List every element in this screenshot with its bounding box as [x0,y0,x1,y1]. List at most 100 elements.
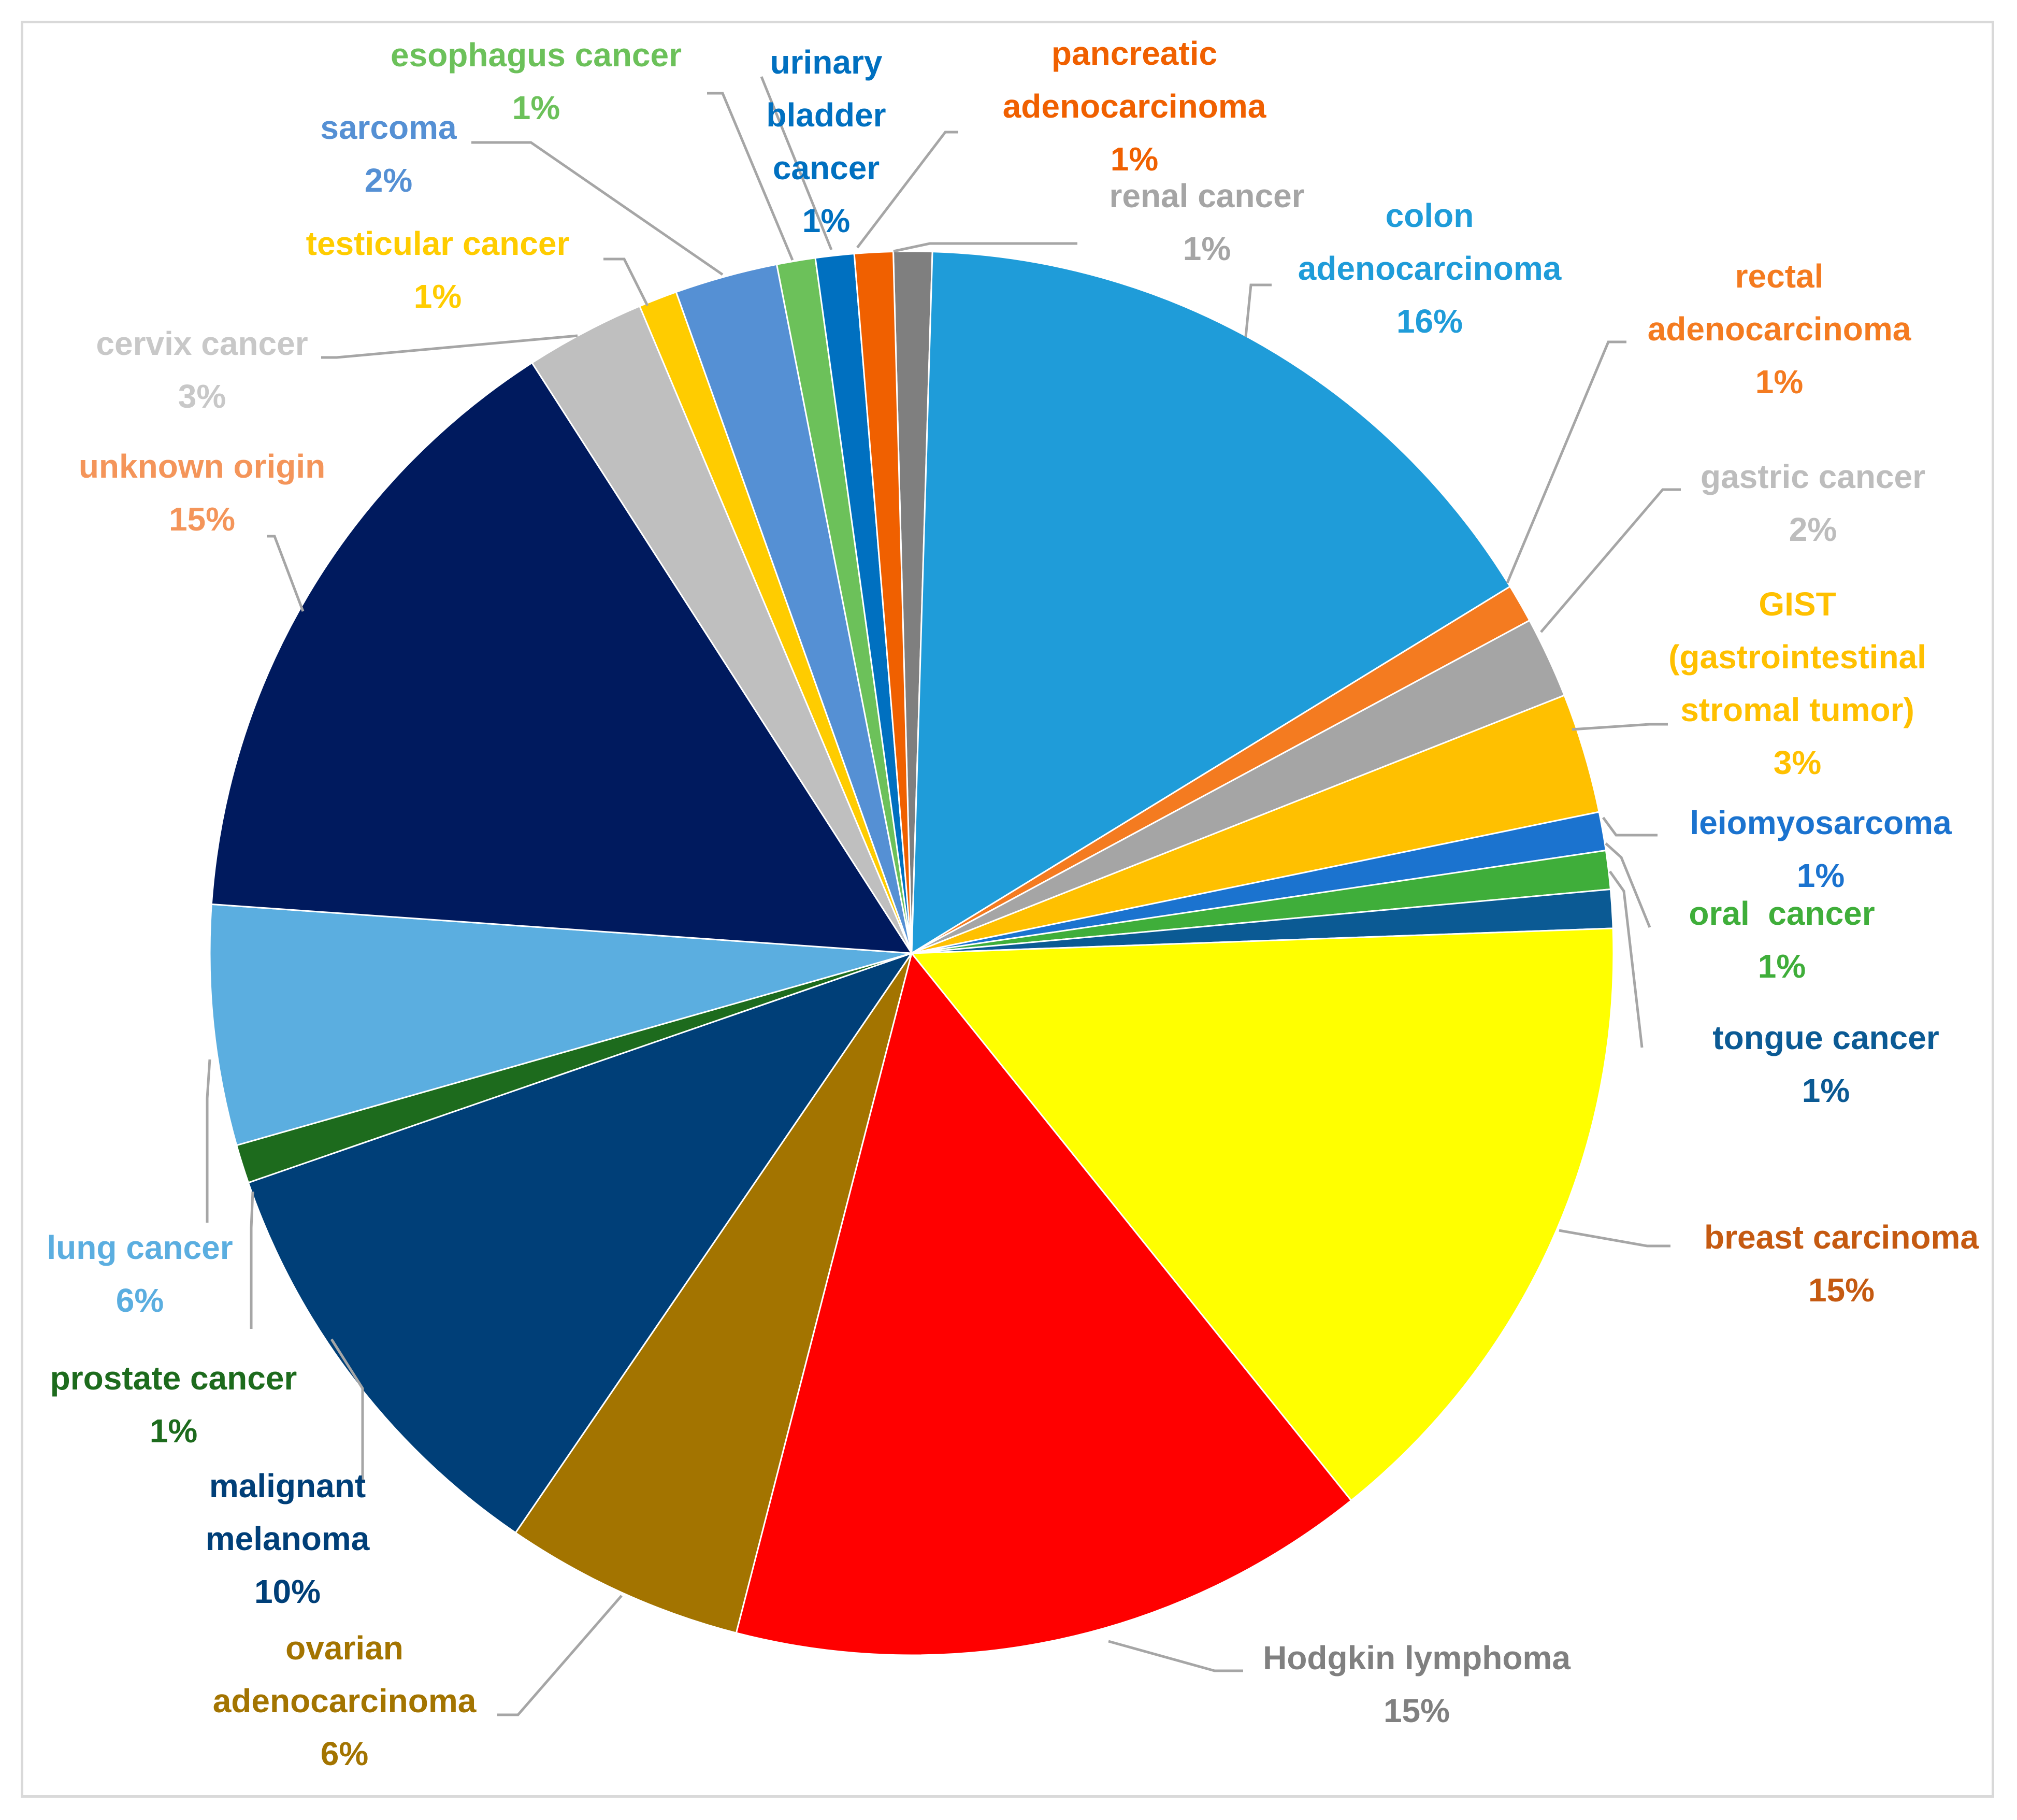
label-pancreatic-adenocarcinoma: pancreatic adenocarcinoma 1% [1003,35,1266,178]
leader-line-sarcoma [471,141,724,276]
label-line: urinary [770,44,883,81]
leader-lines [206,76,1681,1716]
label-percent: 1% [1183,230,1231,267]
label-tongue-cancer: tongue cancer 1% [1712,1019,1939,1109]
label-oral-cancer: oral cancer 1% [1689,895,1875,985]
label-line: Hodgkin lymphoma [1263,1639,1571,1676]
label-line: sarcoma [320,109,457,146]
leader-line-rectal-adenocarcinoma [1506,340,1626,583]
label-percent: 1% [414,278,462,315]
slice-colon-adenocarcinoma [911,251,1511,955]
label-line: unknown origin [79,448,325,485]
label-testicular-cancer: testicular cancer 1% [306,225,570,315]
label-percent: 2% [1789,511,1837,548]
slice-labels: renal cancer 1%colon adenocarcinoma 16%rect… [47,35,1979,1772]
label-percent: 1% [150,1412,198,1450]
leader-line-lung-cancer [206,1059,211,1223]
label-percent: 1% [1111,140,1159,178]
leader-line-gist-gastrointestinal-stromal-tumor [1572,723,1668,731]
label-percent: 6% [116,1282,164,1319]
label-lung-cancer: lung cancer 6% [47,1229,233,1319]
label-line: testicular cancer [306,225,570,262]
label-line: colon [1386,197,1474,234]
label-colon-adenocarcinoma: colon adenocarcinoma 16% [1298,197,1562,340]
label-line: adenocarcinoma [1003,88,1266,125]
label-leiomyosarcoma: leiomyosarcoma 1% [1690,804,1952,894]
leader-line-leiomyosarcoma [1602,816,1658,837]
slice-ovarian-adenocarcinoma [514,953,913,1634]
label-line: renal cancer [1109,177,1304,214]
label-line: GIST [1759,585,1836,623]
label-urinary-bladder-cancer: urinary bladder cancer 1% [766,44,886,239]
label-percent: 1% [1755,363,1804,400]
leader-line-breast-carcinoma [1559,1229,1670,1248]
label-sarcoma: sarcoma 2% [320,109,457,199]
label-hodgkin-lymphoma: Hodgkin lymphoma 15% [1263,1639,1571,1729]
label-line: adenocarcinoma [213,1682,477,1719]
label-line: tongue cancer [1712,1019,1939,1056]
leader-line-gastric-cancer [1540,488,1681,633]
label-percent: 3% [1774,744,1822,781]
label-percent: 10% [254,1573,321,1610]
label-percent: 15% [1384,1692,1450,1729]
label-percent: 1% [1758,948,1806,985]
label-percent: 1% [512,89,560,126]
label-rectal-adenocarcinoma: rectal adenocarcinoma 1% [1648,257,1911,400]
leader-line-unknown-origin [267,535,305,612]
label-line: leiomyosarcoma [1690,804,1952,841]
leader-line-tongue-cancer [1608,870,1644,1048]
label-unknown-origin: unknown origin 15% [79,448,325,538]
label-line: (gastrointestinal [1668,638,1926,676]
label-esophagus-cancer: esophagus cancer 1% [391,36,682,126]
label-percent: 16% [1396,303,1463,340]
slice-pancreatic-adenocarcinoma [853,250,913,954]
label-line: adenocarcinoma [1648,310,1911,348]
leader-line-ovarian-adenocarcinoma [497,1595,623,1716]
label-gist-gastrointestinal-stromal-tumor: GIST (gastrointestinal stromal tumor) 3% [1668,585,1926,781]
label-percent: 2% [365,162,413,199]
label-percent: 15% [169,500,235,538]
label-line: breast carcinoma [1704,1219,1979,1256]
label-prostate-cancer: prostate cancer 1% [50,1359,297,1450]
pie-slices [209,250,1615,1656]
leader-line-esophagus-cancer [707,92,794,261]
label-percent: 15% [1808,1271,1875,1309]
label-cervix-cancer: cervix cancer 3% [96,325,308,415]
label-percent: 1% [1797,857,1845,894]
label-line: malignant [209,1467,366,1504]
leader-line-renal-cancer [893,242,1077,253]
slice-malignant-melanoma [247,952,914,1534]
leader-line-pancreatic-adenocarcinoma [856,131,958,249]
label-line: bladder [766,96,886,134]
leader-line-colon-adenocarcinoma [1244,283,1272,337]
label-line: cervix cancer [96,325,308,362]
label-line: oral cancer [1689,895,1875,932]
label-breast-carcinoma: breast carcinoma 15% [1704,1219,1979,1309]
slice-unknown-origin [210,362,913,954]
slice-lung-cancer [209,903,912,1147]
leader-line-oral-cancer [1605,842,1651,928]
label-gastric-cancer: gastric cancer 2% [1701,458,1925,548]
label-renal-cancer: renal cancer 1% [1109,177,1304,267]
label-percent: 1% [802,202,851,239]
label-percent: 3% [178,378,226,415]
leader-line-cervix-cancer [321,334,578,359]
label-malignant-melanoma: malignant melanoma 10% [206,1467,370,1610]
label-percent: 6% [321,1735,369,1772]
leader-line-testicular-cancer [603,257,649,307]
label-line: esophagus cancer [391,36,682,74]
leader-line-urinary-bladder-cancer [760,76,833,250]
label-line: ovarian [285,1629,404,1667]
label-ovarian-adenocarcinoma: ovarian adenocarcinoma 6% [213,1629,477,1772]
label-line: adenocarcinoma [1298,250,1562,287]
label-line: pancreatic [1051,35,1217,72]
leader-line-hodgkin-lymphoma [1108,1640,1243,1672]
label-line: gastric cancer [1701,458,1925,495]
label-line: melanoma [206,1520,370,1557]
leader-line-malignant-melanoma [330,1338,364,1482]
label-line: rectal [1735,257,1824,295]
label-line: stromal tumor) [1680,691,1914,728]
leader-line-prostate-cancer [250,1191,254,1329]
label-line: lung cancer [47,1229,233,1266]
